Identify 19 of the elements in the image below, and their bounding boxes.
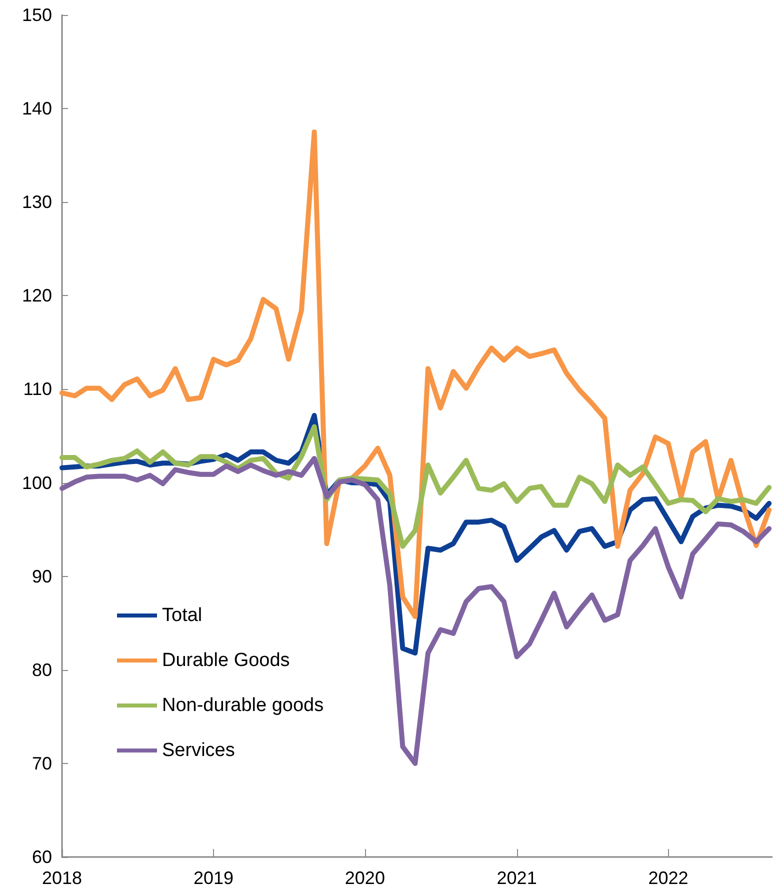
y-tick-label: 140: [22, 98, 52, 119]
x-tick-label: 2020: [344, 868, 385, 888]
x-tick-label: 2022: [648, 868, 688, 888]
x-tick-label: 2021: [496, 868, 537, 888]
legend-label: Non-durable goods: [162, 695, 324, 716]
y-tick-label: 90: [32, 566, 52, 586]
y-tick-label: 130: [22, 192, 52, 212]
x-tick-label: 2019: [193, 868, 234, 888]
y-tick-label: 120: [22, 286, 52, 306]
x-tick-label: 2018: [42, 868, 82, 888]
y-tick-label: 150: [22, 5, 52, 25]
y-tick-label: 80: [32, 660, 52, 680]
legend-label: Total: [162, 605, 202, 626]
legend-label: Services: [162, 740, 235, 761]
y-tick-label: 100: [22, 472, 52, 493]
y-tick-label: 60: [32, 847, 52, 867]
y-tick-label: 110: [23, 379, 52, 400]
legend-label: Durable Goods: [162, 650, 290, 671]
y-tick-label: 70: [32, 753, 52, 774]
